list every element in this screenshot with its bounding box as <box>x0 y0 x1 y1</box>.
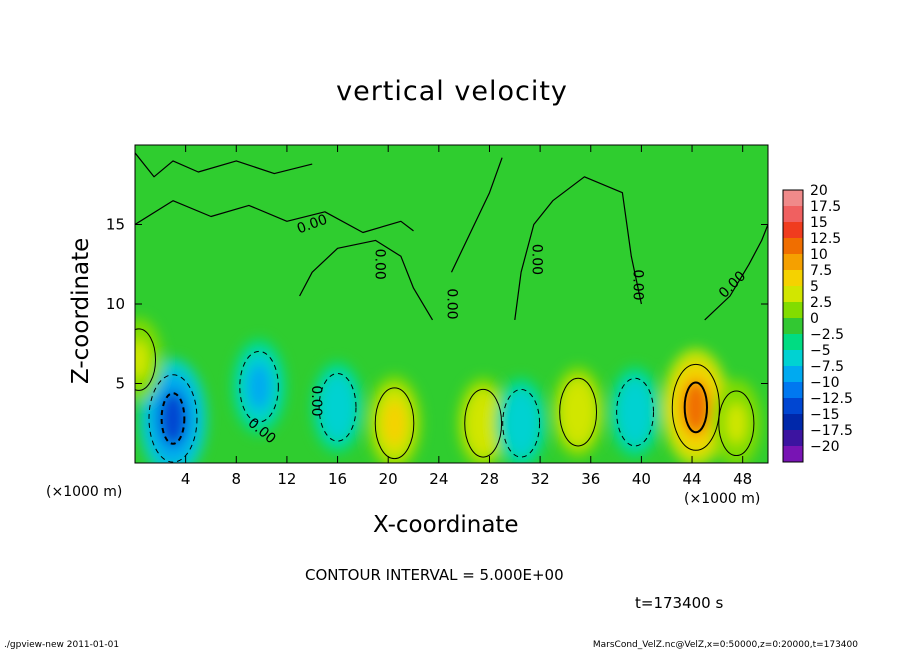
colorbar-swatch <box>783 318 803 335</box>
colorbar-swatch <box>783 286 803 303</box>
contour-line-4 <box>464 388 503 458</box>
zero-contour-3 <box>704 224 768 321</box>
contour-line-3 <box>374 387 415 460</box>
field-feature-10 <box>135 317 163 402</box>
velocity-field <box>135 317 762 463</box>
zero-contour-0 <box>135 200 414 234</box>
y-axis-label: Z-coordinate <box>68 237 94 384</box>
y-axis: 5 10 15 <box>106 216 768 393</box>
contour-line-8 <box>671 363 720 451</box>
x-tick-label: 32 <box>531 470 550 488</box>
contour-line-7 <box>616 377 655 447</box>
contour-line-inner-8 <box>683 381 708 434</box>
colorbar-label: −15 <box>810 407 840 423</box>
x-unit-label-left: (×1000 m) <box>46 484 123 500</box>
colorbar-label: 2.5 <box>810 295 832 311</box>
colorbar-swatch <box>783 270 803 287</box>
colorbar-swatch <box>783 254 803 271</box>
colorbar-swatch <box>783 446 803 463</box>
contour-label: 0.00 <box>444 288 460 319</box>
colorbar-label: −2.5 <box>810 327 844 343</box>
colorbar-swatch <box>783 334 803 351</box>
colorbar-swatch <box>783 222 803 239</box>
x-axis: 4 8 12 16 20 24 28 32 36 40 44 48 <box>181 145 752 488</box>
zero-contour-2 <box>514 176 642 320</box>
chart-title: vertical velocity <box>336 76 568 107</box>
y-tick-label: 15 <box>106 216 125 234</box>
x-tick-label: 4 <box>181 470 191 488</box>
colorbar-swatch <box>783 382 803 399</box>
contour-line-5 <box>502 388 541 458</box>
colorbar-swatch <box>783 238 803 255</box>
colorbar-label: 5 <box>810 279 819 295</box>
colorbar-label: 17.5 <box>810 199 841 215</box>
colorbar-swatch <box>783 430 803 447</box>
contour-line-2 <box>318 373 357 442</box>
contour-label: 0.00 <box>371 249 387 280</box>
contour-label: 0.00 <box>630 269 646 300</box>
contour-line-9 <box>718 390 755 457</box>
colorbar-label: 12.5 <box>810 231 841 247</box>
colorbar-label: −20 <box>810 439 840 455</box>
field-feature-2 <box>311 361 364 454</box>
colorbar-swatch <box>783 350 803 367</box>
colorbar: 2017.51512.5107.552.50−2.5−5−7.5−10−12.5… <box>782 183 853 463</box>
time-label: t=173400 s <box>635 594 724 612</box>
x-unit-label-right: (×1000 m) <box>684 491 761 507</box>
colorbar-label: −17.5 <box>810 423 853 439</box>
x-tick-label: 8 <box>232 470 242 488</box>
colorbar-swatch <box>783 302 803 319</box>
contour-line-6 <box>559 377 598 447</box>
x-tick-label: 28 <box>480 470 499 488</box>
colorbar-label: 20 <box>810 183 828 199</box>
x-tick-label: 20 <box>379 470 398 488</box>
plot-area: 0.000.00 0.000.00 0.000.000.000.00 <box>134 144 769 464</box>
x-axis-label: X-coordinate <box>373 512 519 538</box>
x-tick-label: 24 <box>429 470 448 488</box>
footer-right: MarsCond_VelZ.nc@VelZ,x=0:50000,z=0:2000… <box>592 640 858 650</box>
contour-label: 0.00 <box>528 244 544 275</box>
colorbar-label: −12.5 <box>810 391 853 407</box>
x-tick-label: 40 <box>632 470 651 488</box>
colorbar-swatch <box>783 206 803 223</box>
x-tick-label: 16 <box>328 470 347 488</box>
colorbar-swatch <box>783 190 803 207</box>
colorbar-frame <box>782 189 804 463</box>
footer-left: ./gpview-new 2011-01-01 <box>4 640 120 650</box>
x-tick-label: 12 <box>277 470 296 488</box>
colorbar-swatch <box>783 398 803 415</box>
colorbar-label: 0 <box>810 311 819 327</box>
colorbar-label: 15 <box>810 215 828 231</box>
colorbar-label: 7.5 <box>810 263 832 279</box>
x-tick-label: 36 <box>581 470 600 488</box>
colorbar-swatch <box>783 366 803 383</box>
colorbar-swatch <box>783 414 803 431</box>
y-tick-label: 5 <box>115 375 125 393</box>
field-feature-3 <box>367 374 422 463</box>
zero-contour-4 <box>135 152 313 178</box>
field-feature-7 <box>608 365 662 459</box>
contour-line-1 <box>239 350 279 423</box>
colorbar-label: 10 <box>810 247 828 263</box>
contour-line-inner-0 <box>160 392 186 445</box>
colorbar-label: −5 <box>810 343 831 359</box>
zero-contour-5 <box>450 157 503 273</box>
contour-label: 0.00 <box>308 385 324 416</box>
colorbar-label: −10 <box>810 375 840 391</box>
x-tick-label: 48 <box>733 470 752 488</box>
contour-line-0 <box>148 374 198 463</box>
contour-interval-label: CONTOUR INTERVAL = 5.000E+00 <box>305 566 564 584</box>
contour-line-10 <box>135 328 157 391</box>
zero-contour-1 <box>299 239 434 321</box>
x-tick-label: 44 <box>682 470 701 488</box>
y-tick-label: 10 <box>106 295 125 313</box>
colorbar-label: −7.5 <box>810 359 844 375</box>
